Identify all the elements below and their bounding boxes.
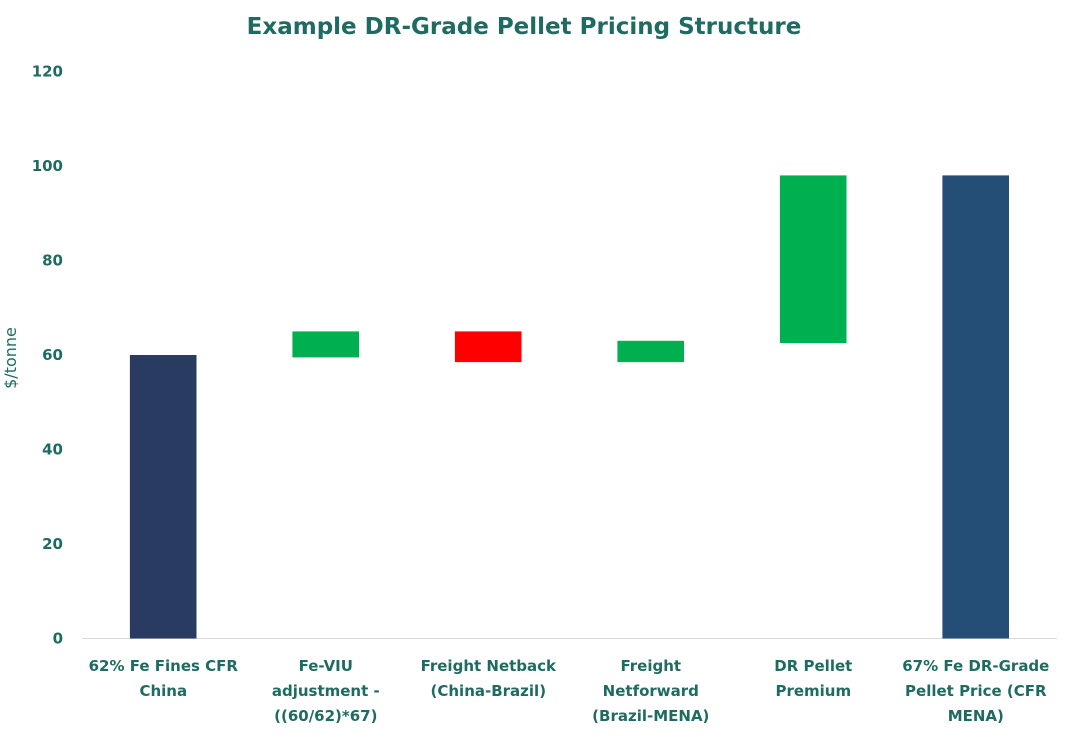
bar (129, 355, 197, 639)
bar (454, 331, 522, 363)
y-tick-label: 100 (32, 157, 63, 175)
category-label: 67% Fe DR-Grade Pellet Price (CFR MENA) (902, 657, 1049, 725)
category-label: DR Pellet Premium (774, 657, 852, 700)
bar (779, 175, 847, 344)
y-tick-label: 40 (42, 441, 63, 459)
bar (617, 340, 684, 363)
y-tick-label: 20 (42, 535, 63, 553)
category-label: Freight Netback (China-Brazil) (421, 657, 557, 700)
y-tick-label: 120 (32, 63, 63, 81)
y-tick-label: 80 (42, 252, 63, 270)
bar (942, 175, 1009, 639)
category-labels: 62% Fe Fines CFR China Fe-VIU adjustment -(… (89, 657, 1050, 725)
y-axis-ticks: 0 20 40 60 80 100 120 (32, 63, 63, 648)
bar (292, 331, 359, 358)
y-axis-label-group: $/tonne (1, 327, 20, 389)
category-label: 62% Fe Fines CFR China (89, 657, 239, 700)
category-label: Freight Netforward (Brazil-MENA) (592, 657, 709, 725)
category-label: Fe-VIU adjustment -((60/62)*67) (272, 657, 380, 725)
y-tick-label: 60 (42, 346, 63, 364)
chart-title: Example DR-Grade Pellet Pricing Structur… (246, 14, 802, 40)
y-tick-label: 0 (53, 630, 63, 648)
bars (129, 175, 1009, 639)
y-axis-label: $/tonne (1, 327, 20, 389)
